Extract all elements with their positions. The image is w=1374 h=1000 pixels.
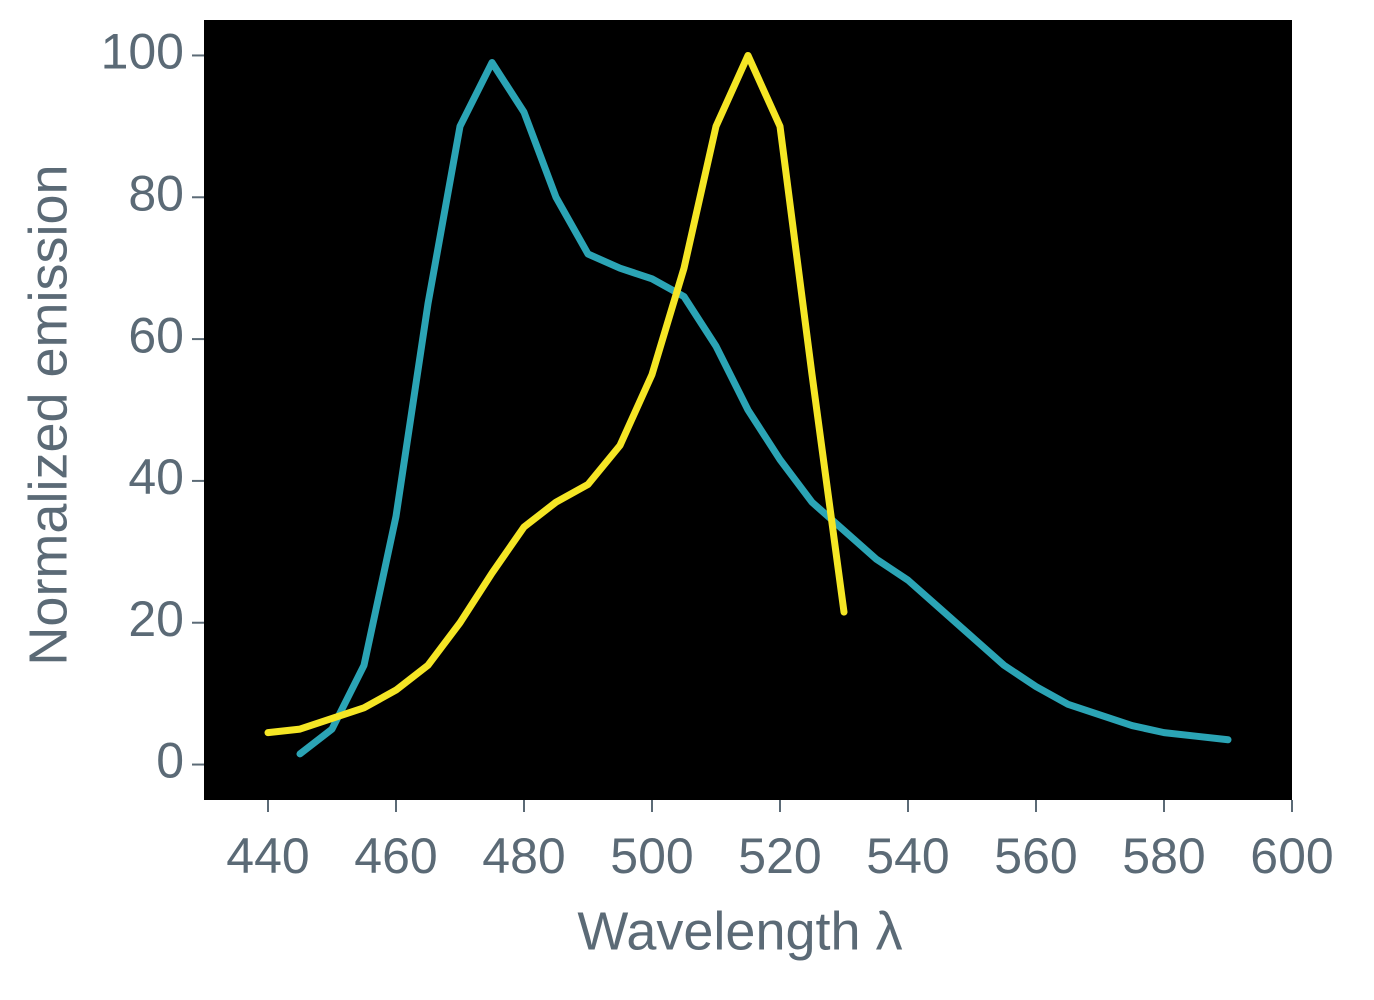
y-tick-label: 60: [128, 307, 184, 363]
series-line: [296, 59, 1232, 758]
y-tick-label: 80: [128, 165, 184, 221]
y-tick-label: 20: [128, 591, 184, 647]
x-tick-label: 500: [610, 828, 693, 884]
x-tick-label: 460: [354, 828, 437, 884]
y-tick-label: 100: [101, 24, 184, 80]
series-line: [264, 51, 848, 737]
x-tick-label: 560: [994, 828, 1077, 884]
y-axis-label: Normalized emission: [18, 164, 78, 665]
x-tick-label: 520: [738, 828, 821, 884]
x-tick-label: 480: [482, 828, 565, 884]
x-tick-label: 440: [226, 828, 309, 884]
y-tick-label: 0: [156, 733, 184, 789]
x-axis-label: Wavelength λ: [577, 901, 902, 961]
y-tick-label: 40: [128, 449, 184, 505]
x-tick-label: 580: [1122, 828, 1205, 884]
x-tick-label: 600: [1250, 828, 1333, 884]
x-tick-label: 540: [866, 828, 949, 884]
